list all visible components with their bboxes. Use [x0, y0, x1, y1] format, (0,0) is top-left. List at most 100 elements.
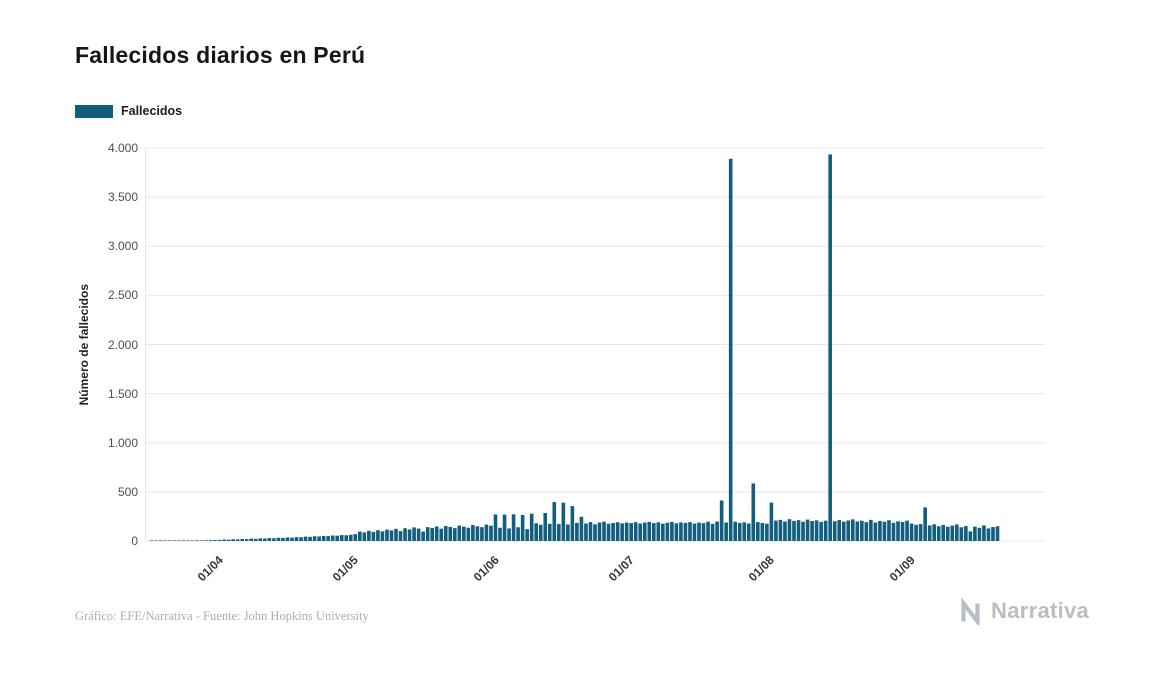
bar[interactable]	[620, 523, 624, 541]
bar[interactable]	[231, 539, 235, 541]
bar[interactable]	[570, 506, 575, 541]
bar[interactable]	[547, 523, 552, 541]
bar[interactable]	[199, 540, 204, 541]
bar[interactable]	[303, 536, 308, 541]
bar[interactable]	[710, 523, 715, 541]
bar[interactable]	[403, 528, 407, 541]
bar[interactable]	[290, 537, 294, 541]
bar[interactable]	[991, 527, 995, 541]
bar[interactable]	[462, 526, 466, 541]
bar[interactable]	[181, 540, 186, 541]
bar[interactable]	[950, 525, 955, 541]
bar[interactable]	[149, 540, 154, 541]
bar[interactable]	[905, 520, 909, 541]
bar[interactable]	[172, 540, 177, 541]
bar[interactable]	[728, 158, 733, 541]
bar[interactable]	[927, 525, 932, 541]
bar[interactable]	[335, 535, 340, 541]
bar[interactable]	[263, 538, 267, 541]
bar[interactable]	[520, 514, 525, 541]
bar[interactable]	[326, 536, 330, 541]
bar[interactable]	[561, 502, 566, 541]
bar[interactable]	[661, 523, 665, 541]
bar[interactable]	[389, 530, 394, 541]
bar[interactable]	[805, 519, 810, 541]
bar[interactable]	[941, 524, 946, 541]
bar[interactable]	[330, 535, 335, 541]
bar[interactable]	[670, 522, 674, 541]
bar[interactable]	[611, 523, 615, 541]
bar[interactable]	[249, 538, 254, 541]
bar[interactable]	[760, 523, 765, 541]
bar[interactable]	[869, 519, 873, 541]
bar[interactable]	[823, 520, 828, 541]
bar[interactable]	[475, 526, 480, 541]
bar[interactable]	[624, 522, 629, 541]
bar[interactable]	[412, 527, 416, 541]
bar[interactable]	[597, 522, 602, 541]
bar[interactable]	[353, 534, 358, 541]
bar[interactable]	[629, 523, 633, 541]
bar[interactable]	[244, 539, 249, 541]
bar[interactable]	[339, 535, 344, 541]
bar[interactable]	[819, 521, 823, 541]
bar[interactable]	[439, 528, 444, 541]
bar[interactable]	[633, 522, 638, 541]
bar[interactable]	[692, 523, 697, 541]
bar[interactable]	[683, 522, 688, 541]
bar[interactable]	[706, 521, 710, 541]
bar[interactable]	[281, 537, 285, 541]
bar[interactable]	[226, 539, 231, 541]
bar[interactable]	[190, 540, 195, 541]
bar[interactable]	[593, 524, 597, 541]
bar[interactable]	[168, 540, 172, 541]
bar[interactable]	[887, 520, 891, 541]
bar[interactable]	[787, 519, 792, 541]
bar[interactable]	[751, 483, 756, 541]
bar[interactable]	[443, 526, 448, 541]
bar[interactable]	[656, 522, 661, 541]
bar[interactable]	[882, 521, 887, 541]
bar[interactable]	[900, 522, 905, 541]
bar[interactable]	[701, 523, 706, 541]
bar[interactable]	[982, 525, 986, 541]
bar[interactable]	[801, 521, 805, 541]
bar[interactable]	[647, 521, 652, 541]
bar[interactable]	[285, 537, 290, 541]
bar[interactable]	[489, 525, 493, 541]
bar[interactable]	[945, 526, 950, 541]
bar[interactable]	[796, 520, 801, 541]
bar[interactable]	[891, 522, 896, 541]
bar[interactable]	[235, 539, 240, 541]
bar[interactable]	[507, 528, 511, 541]
bar[interactable]	[154, 540, 159, 541]
bar[interactable]	[810, 521, 814, 541]
bar[interactable]	[737, 522, 742, 541]
bar[interactable]	[267, 538, 272, 541]
bar[interactable]	[733, 521, 738, 541]
bar[interactable]	[769, 502, 774, 541]
bar[interactable]	[864, 522, 869, 541]
bar[interactable]	[204, 540, 208, 541]
bar[interactable]	[425, 527, 430, 541]
bar[interactable]	[742, 522, 747, 541]
bar[interactable]	[756, 522, 760, 541]
bar[interactable]	[385, 529, 389, 541]
bar[interactable]	[923, 507, 927, 541]
bar[interactable]	[837, 520, 842, 541]
bar[interactable]	[860, 520, 864, 541]
bar[interactable]	[448, 526, 453, 541]
bar[interactable]	[688, 522, 692, 541]
bar[interactable]	[529, 513, 534, 541]
bar[interactable]	[964, 526, 968, 541]
bar[interactable]	[986, 528, 991, 541]
bar[interactable]	[606, 523, 611, 541]
bar[interactable]	[566, 524, 570, 541]
bar[interactable]	[832, 521, 837, 541]
bar[interactable]	[846, 520, 851, 541]
bar[interactable]	[674, 523, 679, 541]
bar[interactable]	[665, 522, 670, 541]
bar[interactable]	[163, 540, 168, 541]
bar[interactable]	[480, 527, 484, 541]
bar[interactable]	[321, 535, 326, 541]
